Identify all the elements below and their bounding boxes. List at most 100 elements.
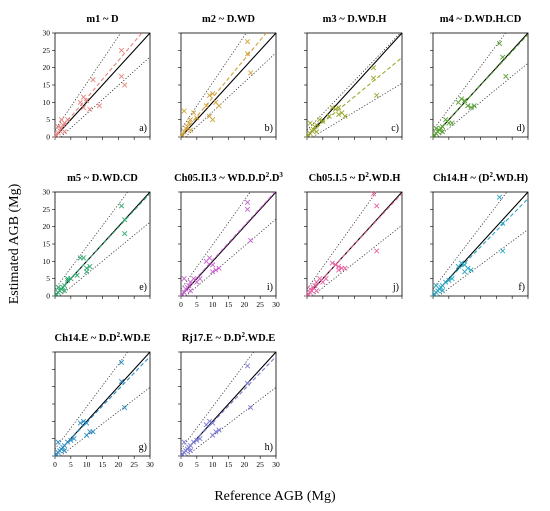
y-axis-label: Estimated AGB (Mg) xyxy=(7,183,22,304)
data-point xyxy=(80,255,87,261)
fit-line xyxy=(306,57,403,137)
data-point xyxy=(87,106,93,112)
data-point xyxy=(181,108,187,114)
data-point xyxy=(317,117,323,123)
ci-lower-line xyxy=(438,229,529,297)
data-point xyxy=(210,269,216,275)
panel-7: Ch05.I.5 ~ D2.WD.H j) xyxy=(304,171,403,299)
ci-upper-line xyxy=(432,191,508,290)
ci-upper-line xyxy=(180,351,254,450)
data-point xyxy=(468,104,474,111)
data-point xyxy=(187,448,194,454)
data-point xyxy=(433,282,439,289)
data-point xyxy=(118,73,125,79)
ci-lower-line xyxy=(186,387,277,457)
data-point xyxy=(244,39,251,45)
data-point xyxy=(87,263,93,270)
data-point xyxy=(310,126,316,132)
x-tick-label: 5 xyxy=(195,300,199,309)
x-tick-label: 25 xyxy=(256,300,264,309)
y-tick-label: 15 xyxy=(43,81,51,90)
fit-line xyxy=(54,356,151,456)
data-point xyxy=(61,129,68,135)
fit-line xyxy=(180,191,276,296)
ci-lower-line xyxy=(59,221,151,297)
data-point xyxy=(68,437,74,444)
y-tick-label: 25 xyxy=(43,46,51,55)
data-point xyxy=(186,120,192,126)
data-point xyxy=(458,96,465,102)
panel-title: m2 ~ D.WD xyxy=(202,14,255,25)
data-point xyxy=(370,65,377,71)
fit-line xyxy=(432,198,529,296)
y-tick-label: 30 xyxy=(43,188,51,197)
ci-lower-line xyxy=(60,56,151,138)
data-point xyxy=(84,420,90,426)
panel-label: a) xyxy=(139,123,147,134)
data-point xyxy=(118,203,125,209)
ci-lower-line xyxy=(437,62,529,138)
data-point xyxy=(77,99,83,105)
data-point xyxy=(462,97,468,104)
data-point xyxy=(313,288,320,294)
data-point xyxy=(55,439,61,445)
y-tick-label: 10 xyxy=(43,98,51,107)
panel-10: Rj17.E ~ D.D2.WD.E 0 5 10 15 20 25 30 h) xyxy=(178,331,280,469)
data-point xyxy=(374,92,380,99)
y-tick-label: 20 xyxy=(43,63,51,72)
panel-5: m5 ~ D.WD.CD 0 5 10 15 20 25 30 e) xyxy=(43,173,151,301)
data-point xyxy=(181,276,187,282)
panel-2: m2 ~ D.WD b) xyxy=(178,14,277,140)
panel-title: m5 ~ D.WD.CD xyxy=(67,173,138,184)
panel-title: Ch05.I.5 ~ D2.WD.H xyxy=(309,171,401,184)
data-point xyxy=(65,117,71,123)
x-tick-label: 25 xyxy=(130,460,138,469)
data-point xyxy=(210,117,216,123)
panel-label: f) xyxy=(518,282,525,293)
x-axis-label: Reference AGB (Mg) xyxy=(214,489,336,504)
data-point xyxy=(216,265,222,271)
data-point xyxy=(122,230,128,237)
data-point xyxy=(471,103,477,109)
one-to-one-line xyxy=(54,32,151,138)
ci-upper-line xyxy=(180,191,251,290)
data-point xyxy=(206,255,213,261)
panel-title: m1 ~ D xyxy=(86,14,119,25)
data-point xyxy=(326,113,332,119)
x-tick-label: 30 xyxy=(272,460,280,469)
x-tick-label: 20 xyxy=(241,460,249,469)
panel-3: m3 ~ D.WD.H c) xyxy=(304,14,403,140)
data-point xyxy=(71,436,77,442)
x-tick-label: 5 xyxy=(195,460,199,469)
data-point xyxy=(307,120,313,126)
fit-line xyxy=(432,34,529,137)
y-tick-label: 30 xyxy=(43,29,51,38)
data-point xyxy=(122,217,128,223)
data-point xyxy=(323,276,329,282)
y-tick-label: 5 xyxy=(46,115,50,124)
one-to-one-line xyxy=(306,32,403,138)
ci-lower-line xyxy=(60,387,151,457)
data-point xyxy=(439,123,446,130)
data-point xyxy=(84,97,90,104)
ci-lower-line xyxy=(312,224,403,297)
data-point xyxy=(65,277,71,284)
data-point xyxy=(179,132,186,138)
data-point xyxy=(197,436,203,442)
data-point xyxy=(181,439,187,445)
data-point xyxy=(77,420,83,426)
data-point xyxy=(194,115,200,121)
data-point xyxy=(465,103,471,109)
x-tick-label: 20 xyxy=(241,300,249,309)
data-point xyxy=(210,262,216,268)
panel-4: m4 ~ D.WD.H.CD d) xyxy=(430,14,529,140)
data-point xyxy=(458,260,465,266)
data-point xyxy=(244,206,251,212)
data-point xyxy=(336,111,342,118)
data-point xyxy=(312,282,318,289)
data-point xyxy=(53,132,60,138)
x-tick-label: 0 xyxy=(179,300,183,309)
ci-upper-line xyxy=(54,32,122,131)
data-point xyxy=(61,448,68,454)
